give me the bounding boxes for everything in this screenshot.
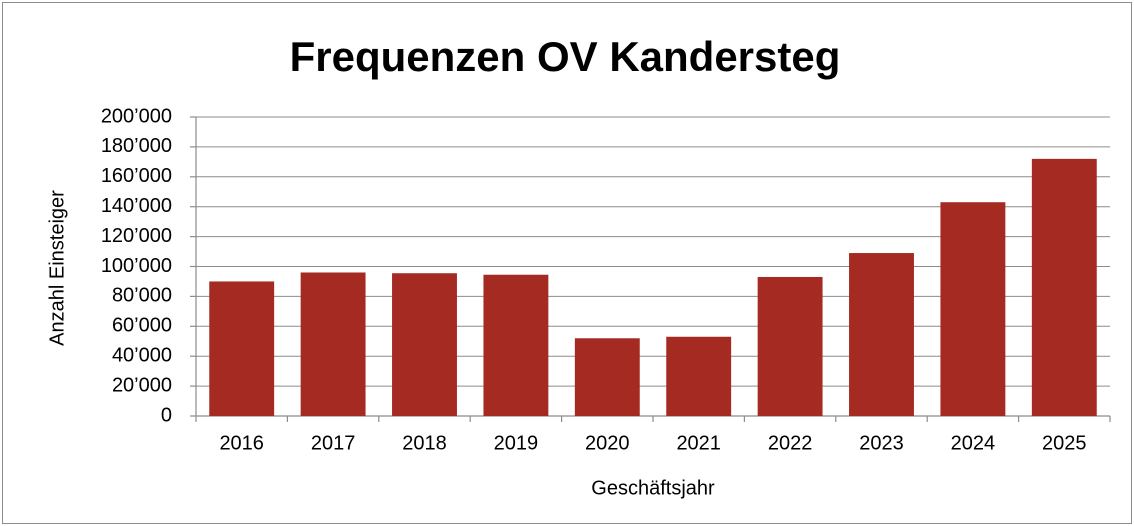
x-tick-label: 2019: [494, 432, 539, 454]
y-tick-label: 120’000: [101, 225, 172, 247]
x-tick-label: 2024: [951, 432, 996, 454]
y-tick-label: 160’000: [101, 165, 172, 187]
y-tick-label: 200’000: [101, 105, 172, 127]
x-tick-label: 2016: [219, 432, 264, 454]
bar: [1031, 158, 1097, 417]
y-axis-label: Anzahl Einsteiger: [46, 190, 68, 346]
bar: [757, 276, 823, 416]
x-tick-label: 2025: [1042, 432, 1087, 454]
bar: [300, 272, 366, 416]
x-tick-label: 2020: [585, 432, 630, 454]
x-tick-label: 2018: [402, 432, 447, 454]
y-tick-label: 100’000: [101, 255, 172, 277]
bar: [849, 253, 914, 416]
x-tick-label: 2021: [676, 432, 721, 454]
y-tick-label: 60’000: [112, 315, 172, 337]
bar: [392, 273, 457, 416]
chart-title: Frequenzen OV Kandersteg: [290, 33, 841, 80]
y-tick-label: 80’000: [112, 285, 172, 307]
bar: [940, 202, 1006, 416]
x-tick-label: 2017: [311, 432, 356, 454]
bar: [209, 281, 275, 416]
x-axis-label: Geschäftsjahr: [591, 477, 715, 499]
y-tick-label: 0: [161, 404, 172, 426]
bar: [574, 338, 640, 416]
y-tick-label: 140’000: [101, 195, 172, 217]
x-tick-label: 2022: [768, 432, 813, 454]
y-tick-label: 20’000: [112, 374, 172, 396]
bar: [483, 274, 549, 416]
y-tick-label: 40’000: [112, 344, 172, 366]
bar: [666, 336, 732, 416]
y-tick-label: 180’000: [101, 135, 172, 157]
x-tick-label: 2023: [859, 432, 904, 454]
